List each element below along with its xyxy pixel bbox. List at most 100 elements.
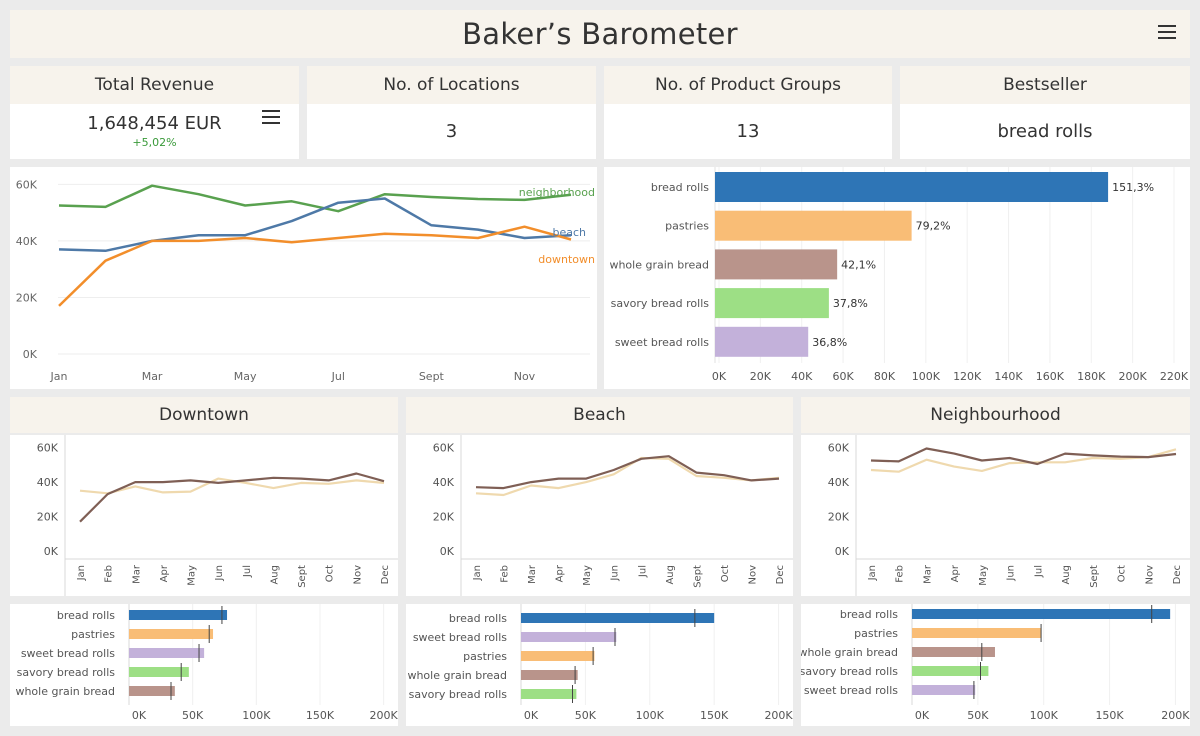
x-tick-label: Jul [331, 370, 345, 383]
kpi-total-revenue: Total Revenue 1,648,454 EUR +5,02% [10, 66, 299, 159]
y-tick-label: 60K [828, 442, 850, 455]
category-label: savory bread rolls [801, 665, 898, 678]
neighbourhood-products-chart[interactable]: 0K 50K 100K 150K 200K bread rolls pastries whol… [798, 604, 1190, 726]
kpi-value: 3 [445, 120, 458, 142]
x-tick-label: 0K [915, 709, 930, 722]
x-tick-label: Aug [665, 565, 676, 585]
x-tick-label: May [187, 565, 198, 586]
y-tick-label: 60K [433, 442, 455, 455]
beach-trend-panel: 0K 20K 40K 60K Jan Feb Mar Apr May Jun Jul Aug Sept O… [406, 435, 793, 596]
x-tick-label: 50K [967, 709, 989, 722]
beach-trend-chart[interactable]: 0K 20K 40K 60K Jan Feb Mar Apr May Jun Jul Aug Sept O… [406, 435, 793, 596]
kpi-value: bread rolls [997, 120, 1093, 142]
x-tick-label: 100K [1030, 709, 1059, 722]
x-tick-label: Jan [50, 370, 68, 383]
x-tick-label: Jun [610, 565, 621, 582]
kpi-product-groups: No. of Product Groups 13 [604, 66, 892, 159]
x-tick-label: 50K [575, 709, 597, 722]
x-tick-label: Jan [76, 565, 87, 581]
x-tick-label: Sept [297, 565, 308, 588]
x-tick-label: 220K [1160, 370, 1189, 383]
x-tick-label: Nov [747, 565, 758, 585]
y-tick-label: 20K [828, 511, 850, 524]
series-line-previous [870, 448, 1177, 473]
x-tick-label: 20K [750, 370, 772, 383]
bar-sweet-bread-rolls [715, 326, 809, 357]
x-tick-label: Nov [352, 565, 363, 585]
region-panel-downtown: Downtown [10, 397, 398, 433]
downtown-trend-chart[interactable]: 0K 20K 40K 60K Jan Feb Mar Apr May Jun Jul Aug Sept O… [10, 435, 398, 596]
bar-whole-grain-bread [912, 647, 995, 657]
bar-whole-grain-bread [521, 670, 578, 680]
category-label: savory bread rolls [17, 666, 116, 679]
x-tick-label: 120K [953, 370, 982, 383]
series-line-current [870, 447, 1177, 466]
downtown-trend-panel: 0K 20K 40K 60K Jan Feb Mar Apr May Jun Jul Aug Sept O… [10, 435, 398, 596]
category-label: pastries [665, 220, 709, 233]
page-title: Baker’s Barometer [462, 17, 738, 51]
x-tick-label: Oct [1117, 565, 1128, 582]
x-tick-label: Sept [692, 565, 703, 588]
bar-pastries [129, 629, 214, 639]
category-label: savory bread rolls [409, 688, 508, 701]
revenue-trend-chart[interactable]: 0K 20K 40K 60K Jan Mar May Jul Sept Nov neighborho… [10, 167, 597, 389]
x-tick-label: 40K [791, 370, 813, 383]
menu-icon[interactable] [262, 110, 280, 124]
kpi-locations: No. of Locations 3 [307, 66, 596, 159]
x-tick-label: Jan [472, 565, 483, 581]
downtown-products-chart[interactable]: 0K 50K 100K 150K 200K bread rolls pastries swee… [10, 604, 399, 726]
data-label: 42,1% [841, 258, 876, 271]
category-label: sweet bread rolls [21, 647, 115, 660]
y-tick-label: 40K [16, 235, 38, 248]
y-tick-label: 0K [23, 348, 38, 361]
bar-bread-rolls [129, 610, 228, 620]
region-panel-neighbourhood: Neighbourhood [801, 397, 1190, 433]
category-label: sweet bread rolls [413, 631, 507, 644]
bar-bread-rolls [715, 172, 1109, 202]
bar-savory-bread-rolls [521, 689, 577, 699]
x-tick-label: 80K [874, 370, 896, 383]
x-tick-label: Jul [242, 565, 253, 578]
bar-sweet-bread-rolls [521, 632, 617, 642]
neighbourhood-trend-panel: 0K 20K 40K 60K Jan Feb Mar Apr May Jun Jul Aug Sept O… [801, 435, 1190, 596]
kpi-label: Bestseller [900, 66, 1190, 104]
beach-products-chart[interactable]: 0K 50K 100K 150K 200K bread rolls sweet bread … [406, 604, 793, 726]
kpi-label: Total Revenue [10, 66, 299, 104]
x-tick-label: May [978, 565, 989, 586]
x-tick-label: 150K [1095, 709, 1124, 722]
category-label: bread rolls [840, 608, 898, 621]
y-tick-label: 40K [37, 476, 59, 489]
kpi-label: No. of Product Groups [604, 66, 892, 104]
x-tick-label: Sept [1089, 565, 1100, 588]
neighbourhood-trend-chart[interactable]: 0K 20K 40K 60K Jan Feb Mar Apr May Jun Jul Aug Sept O… [801, 435, 1190, 596]
y-tick-label: 0K [440, 545, 455, 558]
data-label: 37,8% [833, 297, 868, 310]
region-panel-beach: Beach [406, 397, 793, 433]
x-tick-label: 0K [132, 709, 147, 722]
x-tick-label: May [582, 565, 593, 586]
bar-pastries [715, 210, 912, 241]
category-label: sweet bread rolls [804, 684, 898, 697]
y-tick-label: 20K [37, 511, 59, 524]
series-line-neighborhood [58, 184, 572, 213]
y-tick-label: 60K [37, 442, 59, 455]
bar-whole-grain-bread [715, 249, 838, 280]
x-tick-label: 0K [524, 709, 539, 722]
x-tick-label: Oct [325, 565, 336, 582]
bar-savory-bread-rolls [715, 288, 829, 319]
menu-icon[interactable] [1158, 25, 1176, 39]
x-tick-label: 200K [1161, 709, 1190, 722]
x-tick-label: 100K [912, 370, 941, 383]
x-tick-label: 100K [636, 709, 665, 722]
bar-sweet-bread-rolls [912, 685, 976, 695]
region-title: Downtown [10, 397, 398, 433]
beach-products-panel: 0K 50K 100K 150K 200K bread rolls sweet bread … [406, 604, 793, 726]
downtown-products-panel: 0K 50K 100K 150K 200K bread rolls pastries swee… [10, 604, 399, 726]
y-tick-label: 20K [16, 291, 38, 304]
y-tick-label: 60K [16, 178, 38, 191]
x-tick-label: 150K [700, 709, 729, 722]
series-line-beach [58, 197, 572, 253]
x-tick-label: Feb [895, 565, 906, 583]
product-group-chart[interactable]: 0K 20K 40K 60K 80K 100K 120K 140K 160K 180K 200K 22… [604, 167, 1190, 389]
region-title: Neighbourhood [801, 397, 1190, 433]
